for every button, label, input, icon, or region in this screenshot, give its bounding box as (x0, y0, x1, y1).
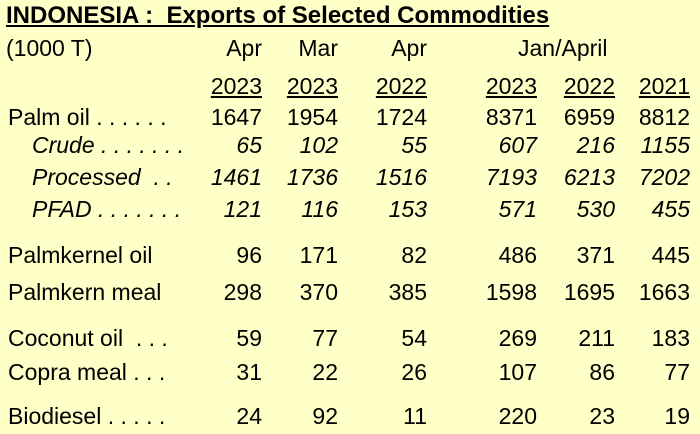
table-cell: 65 (236, 132, 262, 158)
unit-label: (1000 T) (6, 35, 93, 61)
table-cell: 82 (401, 242, 427, 268)
table-cell: 7202 (638, 164, 690, 190)
table-cell: 54 (401, 325, 427, 351)
table-cell: 22 (312, 359, 338, 385)
table-cell: 77 (312, 325, 338, 351)
table-cell: 96 (236, 242, 262, 268)
table-cell: 486 (498, 242, 537, 268)
table-cell: 31 (236, 359, 262, 385)
table-cell: 55 (401, 132, 427, 158)
row-label: Palmkern meal (8, 279, 162, 305)
table-cell: 607 (498, 132, 537, 158)
table-cell: 298 (223, 279, 262, 305)
row-label: Biodiesel . . . . . (8, 403, 166, 429)
table-cell: 445 (651, 242, 690, 268)
page-title: INDONESIA : Exports of Selected Commodit… (6, 2, 550, 29)
table-cell: 530 (576, 196, 615, 222)
table-cell: 455 (651, 196, 690, 222)
table-cell: 571 (498, 196, 537, 222)
table-cell: 6213 (563, 164, 615, 190)
row-label: PFAD . . . . . . . (32, 196, 182, 222)
year-header-3: 2022 (375, 73, 427, 99)
table-cell: 19 (664, 403, 690, 429)
row-label: Crude . . . . . . . (32, 132, 185, 158)
table-cell: 24 (236, 403, 262, 429)
table-cell: 370 (299, 279, 338, 305)
table-cell: 1724 (375, 104, 427, 130)
table-cell: 1598 (485, 279, 537, 305)
month-header-apr-2022: Apr (391, 35, 427, 61)
table-cell: 92 (312, 403, 338, 429)
month-header-mar-2023: Mar (298, 35, 338, 61)
table-cell: 77 (664, 359, 690, 385)
table-cell: 216 (576, 132, 615, 158)
table-cell: 116 (301, 196, 338, 222)
table-cell: 1736 (286, 164, 338, 190)
table-cell: 7193 (485, 164, 537, 190)
table-cell: 26 (401, 359, 427, 385)
year-header-1: 2023 (210, 73, 262, 99)
table-cell: 1461 (210, 164, 262, 190)
table-cell: 269 (498, 325, 537, 351)
year-header-2: 2023 (286, 73, 338, 99)
month-header-apr-2023: Apr (226, 35, 262, 61)
table-cell: 371 (576, 242, 615, 268)
table-cell: 102 (299, 132, 338, 158)
row-label: Coconut oil . . . (8, 325, 168, 351)
year-header-4: 2023 (485, 73, 537, 99)
row-label: Processed . . (32, 164, 173, 190)
table-cell: 23 (589, 403, 615, 429)
table-cell: 385 (388, 279, 427, 305)
table-cell: 86 (589, 359, 615, 385)
year-header-5: 2022 (563, 73, 615, 99)
table-cell: 220 (498, 403, 537, 429)
table-cell: 6959 (563, 104, 615, 130)
table-cell: 1155 (640, 132, 690, 158)
table-cell: 171 (299, 242, 338, 268)
year-header-6: 2021 (638, 73, 690, 99)
period-header: Jan/April (518, 35, 608, 61)
table-cell: 1663 (638, 279, 690, 305)
table-cell: 153 (388, 196, 427, 222)
table-cell: 121 (223, 196, 262, 222)
row-label: Palm oil . . . . . . (8, 104, 167, 130)
table-cell: 8371 (485, 104, 537, 130)
row-label: Palmkernel oil (8, 242, 153, 268)
table-cell: 1647 (210, 104, 262, 130)
table-cell: 8812 (638, 104, 690, 130)
table-cell: 211 (578, 325, 615, 351)
table-cell: 1695 (563, 279, 615, 305)
table-cell: 59 (236, 325, 262, 351)
table-cell: 1516 (375, 164, 427, 190)
table-cell: 11 (403, 403, 427, 429)
table-cell: 107 (498, 359, 537, 385)
table-cell: 183 (651, 325, 690, 351)
row-label: Copra meal . . . (8, 359, 166, 385)
table-cell: 1954 (286, 104, 338, 130)
